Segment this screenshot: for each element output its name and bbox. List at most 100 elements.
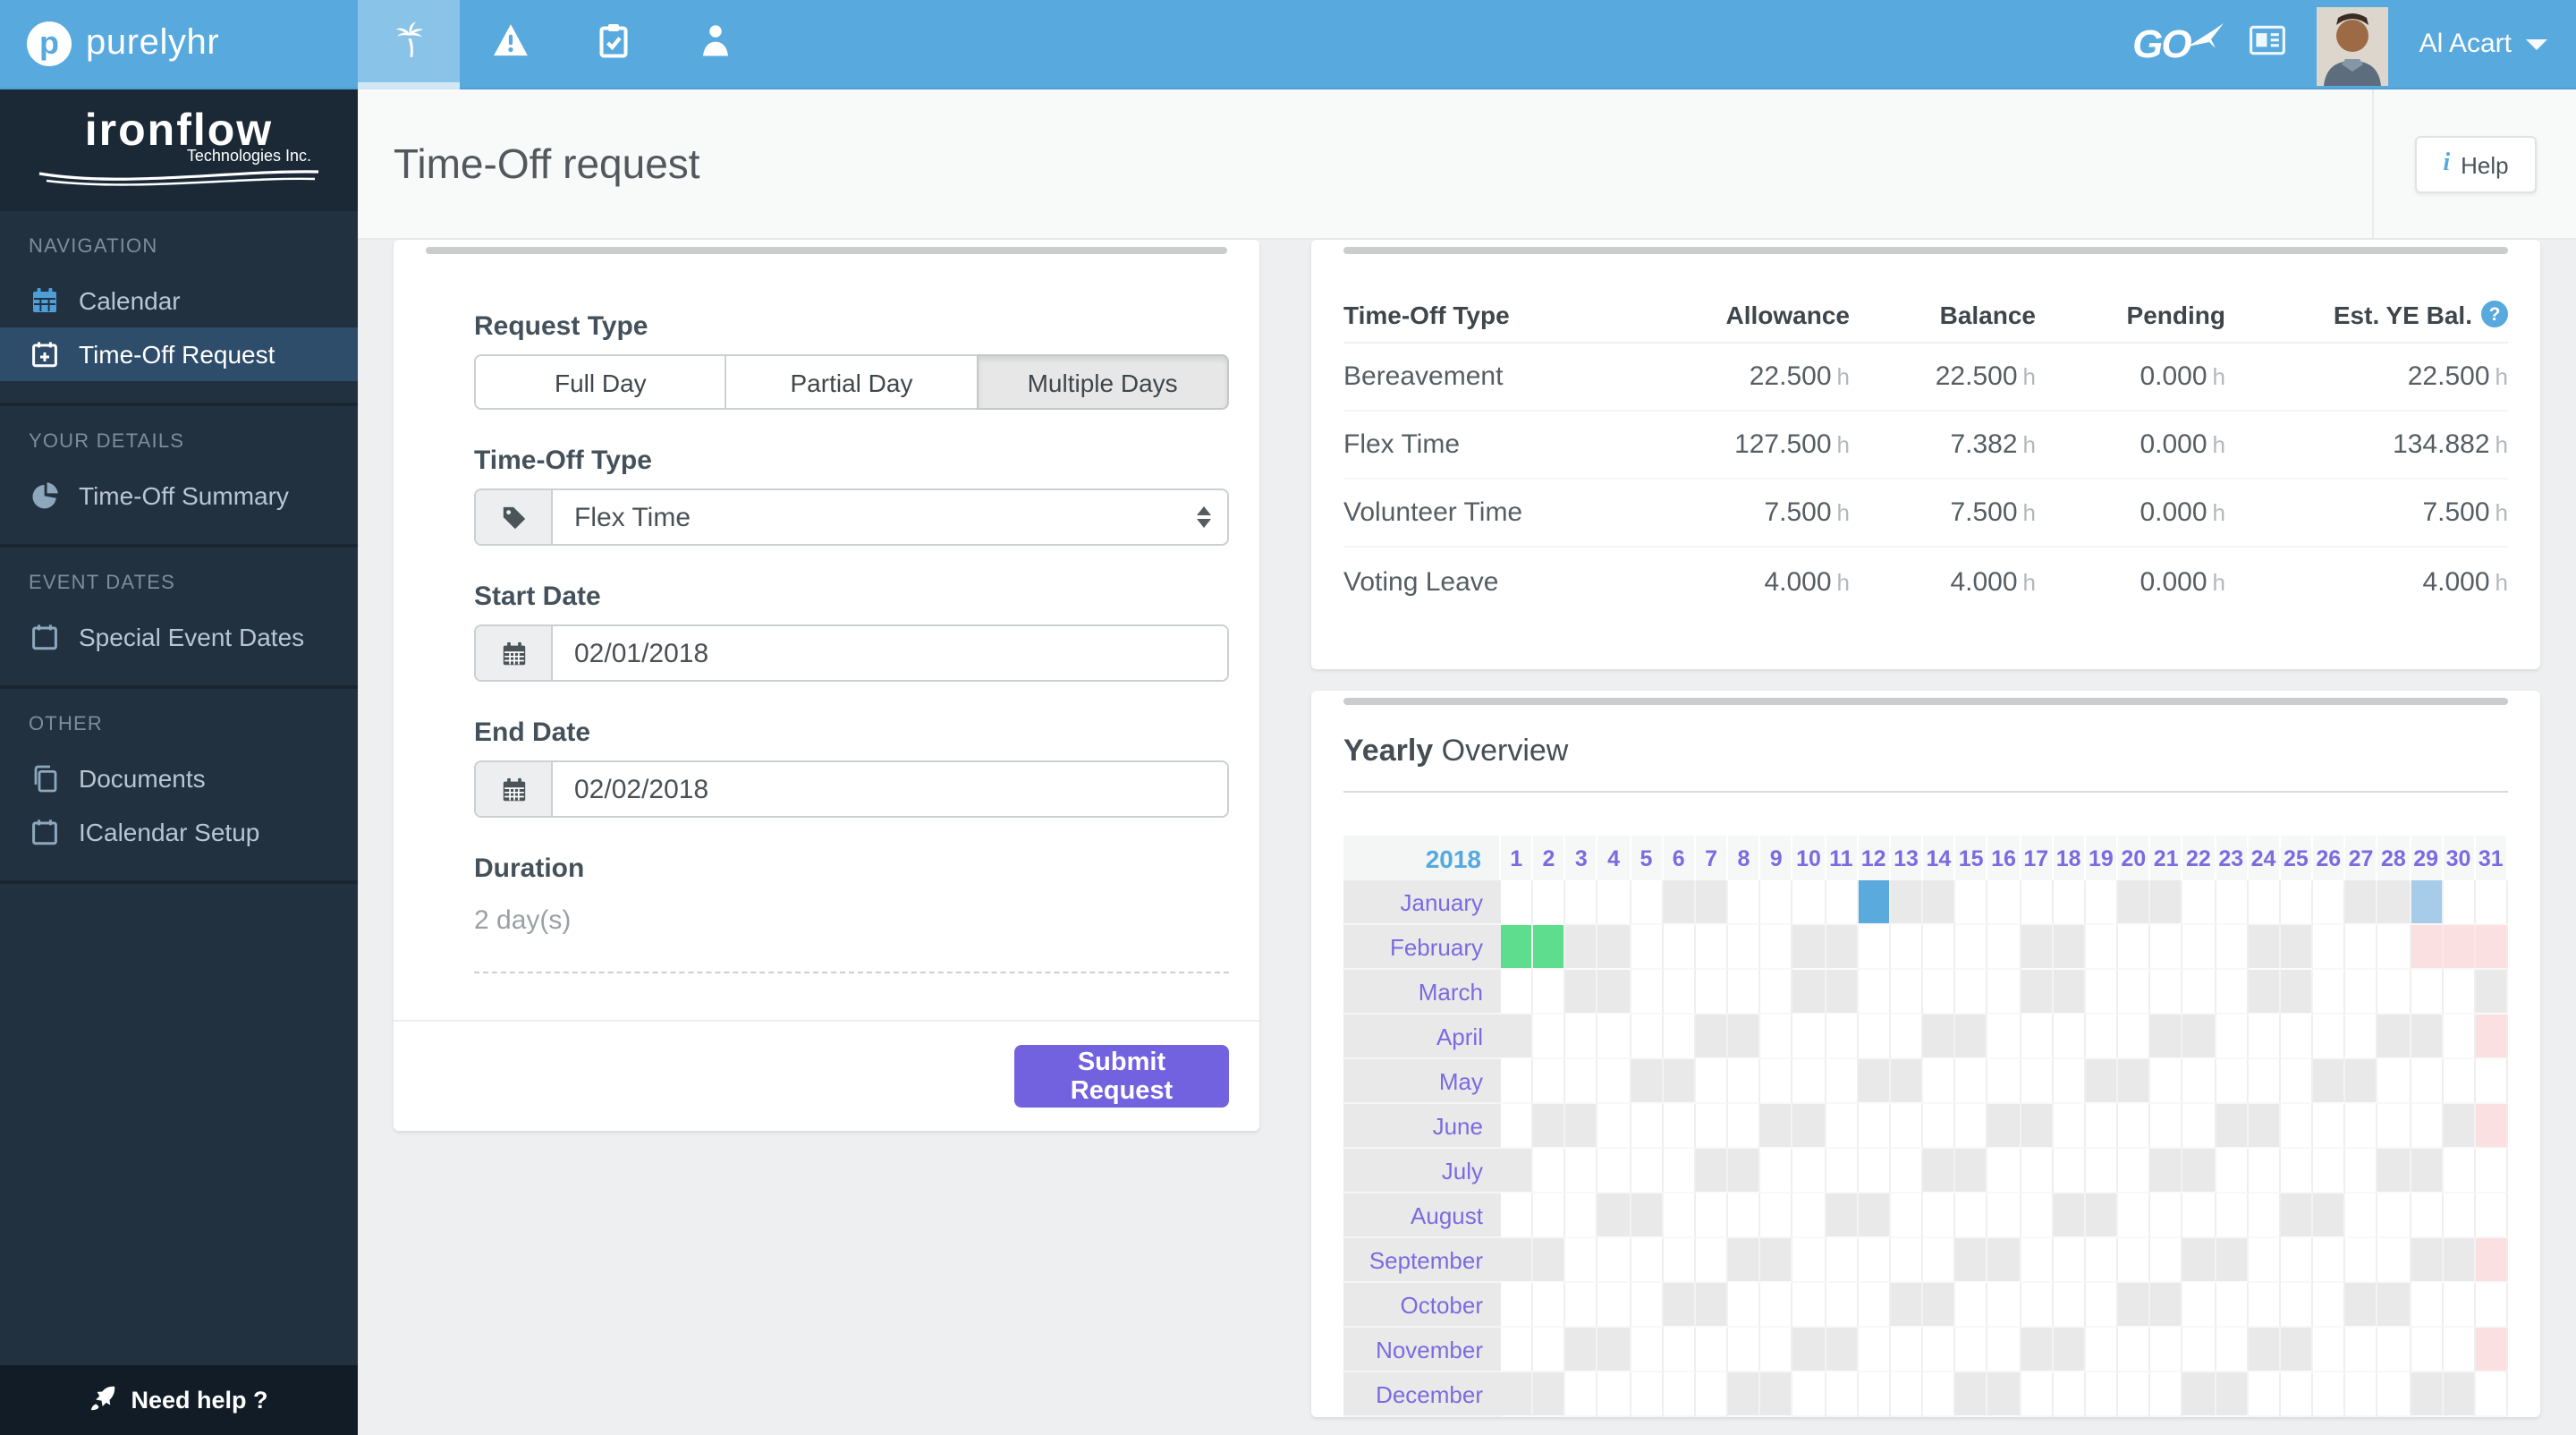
day-cell xyxy=(2053,1328,2086,1372)
day-cell xyxy=(2021,1015,2054,1059)
day-cell xyxy=(2085,880,2119,925)
start-date-input[interactable] xyxy=(553,626,1227,680)
day-cell xyxy=(2377,925,2411,970)
month-label: December xyxy=(1343,1372,1501,1417)
news-icon[interactable] xyxy=(2250,22,2287,65)
calendar-icon xyxy=(476,762,553,816)
sidebar-item-label: Time-Off Request xyxy=(79,340,275,369)
sidebar-item-calendar[interactable]: Calendar xyxy=(0,274,358,327)
hours-unit: h xyxy=(2212,363,2225,390)
balance-value: 7.500 h xyxy=(2422,497,2508,528)
sidebar-item-time-off-summary[interactable]: Time-Off Summary xyxy=(0,469,358,522)
day-cell xyxy=(1501,1328,1534,1372)
day-cell xyxy=(1728,1015,1761,1059)
day-cell xyxy=(2118,1059,2151,1104)
day-cell xyxy=(2053,970,2086,1015)
day-cell xyxy=(1695,880,1729,925)
request-type-full-day[interactable]: Full Day xyxy=(474,354,727,410)
day-cell xyxy=(1987,880,2021,925)
day-cell xyxy=(1597,1328,1631,1372)
day-cell xyxy=(2182,1372,2216,1417)
day-cell xyxy=(2280,970,2314,1015)
submit-request-button[interactable]: Submit Request xyxy=(1014,1045,1229,1108)
avatar[interactable] xyxy=(2317,7,2389,86)
yearly-overview-title: Yearly Overview xyxy=(1343,734,1569,768)
day-cell xyxy=(2118,1283,2151,1328)
sidebar-section-event-dates: EVENT DATES Special Event Dates xyxy=(0,548,358,689)
day-number-header: 13 xyxy=(1890,836,1924,880)
request-type-multiple-days[interactable]: Multiple Days xyxy=(976,354,1229,410)
sidebar-item-time-off-request[interactable]: Time-Off Request xyxy=(0,327,358,381)
request-type-partial-day[interactable]: Partial Day xyxy=(724,354,979,410)
day-cell xyxy=(1760,925,1793,970)
day-cell xyxy=(2411,1328,2444,1372)
day-cell xyxy=(1631,970,1664,1015)
day-cell xyxy=(1987,925,2021,970)
balance-value: 0.000 h xyxy=(2140,566,2225,597)
go-logo[interactable]: GO xyxy=(2132,21,2224,67)
day-cell xyxy=(1923,925,1956,970)
day-cell xyxy=(2377,1283,2411,1328)
day-cell xyxy=(1631,1104,1664,1149)
day-cell xyxy=(2150,1104,2183,1149)
day-cell xyxy=(2475,1372,2508,1417)
day-cell xyxy=(2216,1193,2249,1238)
day-cell xyxy=(2150,1193,2183,1238)
need-help-button[interactable]: Need help ? xyxy=(0,1365,358,1435)
balance-value: 127.500 h xyxy=(1734,429,1850,460)
day-cell xyxy=(1923,1193,1956,1238)
end-date-input[interactable] xyxy=(553,762,1227,816)
sidebar-section-other: OTHER Documents ICalendar Setup xyxy=(0,689,358,884)
day-cell xyxy=(1565,925,1598,970)
day-cell xyxy=(2118,1193,2151,1238)
day-cell xyxy=(2118,1149,2151,1193)
day-cell xyxy=(1890,970,1924,1015)
tab-tasks[interactable] xyxy=(562,0,664,89)
request-type-group-wrap: Request Type Full Day Partial Day Multiple… xyxy=(474,311,1229,410)
help-button[interactable]: i Help xyxy=(2415,136,2537,193)
day-cell xyxy=(1663,1104,1696,1149)
day-cell xyxy=(2313,880,2346,925)
day-cell xyxy=(1955,1104,1988,1149)
day-cell xyxy=(2280,880,2314,925)
day-cell xyxy=(1760,1372,1793,1417)
day-number-header: 16 xyxy=(1987,836,2021,880)
day-cell xyxy=(1826,925,1859,970)
day-cell xyxy=(2248,1372,2281,1417)
sidebar-item-icalendar-setup[interactable]: ICalendar Setup xyxy=(0,805,358,859)
sidebar-item-special-event-dates[interactable]: Special Event Dates xyxy=(0,610,358,664)
day-number-header: 24 xyxy=(2248,836,2281,880)
day-cell xyxy=(1858,970,1891,1015)
time-off-type-select[interactable]: Flex Time xyxy=(474,488,1229,546)
day-cell xyxy=(2118,1328,2151,1372)
day-cell xyxy=(2216,1015,2249,1059)
hours-unit: h xyxy=(2212,499,2225,526)
day-cell xyxy=(2085,1193,2119,1238)
tab-warnings[interactable] xyxy=(460,0,562,89)
day-cell xyxy=(1533,925,1566,970)
year-label[interactable]: 2018 xyxy=(1343,836,1501,880)
page-title: Time-Off request xyxy=(394,140,700,186)
day-cell xyxy=(2118,970,2151,1015)
tab-employee[interactable] xyxy=(664,0,766,89)
day-cell xyxy=(2150,1015,2183,1059)
day-cell xyxy=(2085,1104,2119,1149)
day-cell xyxy=(1597,970,1631,1015)
day-number-header: 4 xyxy=(1597,836,1631,880)
day-cell xyxy=(2411,1015,2444,1059)
day-cell xyxy=(1760,970,1793,1015)
user-menu[interactable]: Al Acart xyxy=(2419,29,2547,59)
day-cell xyxy=(2443,1104,2476,1149)
tab-time-off[interactable] xyxy=(358,0,460,89)
day-cell xyxy=(2021,1283,2054,1328)
day-cell xyxy=(2053,925,2086,970)
day-number-header: 1 xyxy=(1501,836,1534,880)
day-number-header: 8 xyxy=(1728,836,1761,880)
sidebar-item-documents[interactable]: Documents xyxy=(0,751,358,805)
help-circle-icon[interactable]: ? xyxy=(2481,301,2508,327)
pie-chart-icon xyxy=(29,481,59,510)
day-cell xyxy=(2280,1238,2314,1283)
chevron-down-icon xyxy=(2526,38,2547,49)
day-cell xyxy=(2118,1104,2151,1149)
day-cell xyxy=(1695,1283,1729,1328)
